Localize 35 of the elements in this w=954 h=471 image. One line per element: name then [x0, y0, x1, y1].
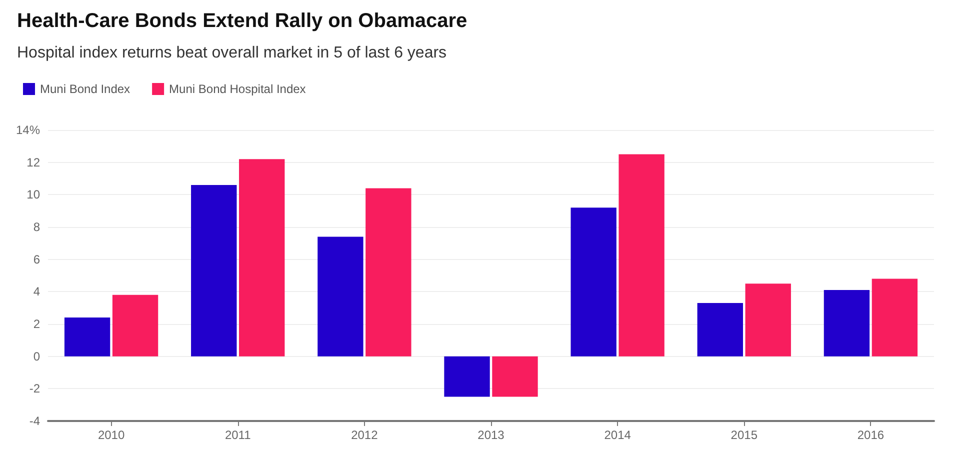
- bar: [444, 356, 490, 397]
- legend-label: Muni Bond Hospital Index: [169, 82, 306, 96]
- x-tick-label: 2010: [98, 428, 125, 442]
- x-tick-label: 2013: [478, 428, 505, 442]
- bar: [239, 159, 285, 356]
- bar: [618, 154, 664, 356]
- bar: [697, 302, 743, 356]
- bar: [318, 236, 364, 356]
- y-tick-label: 6: [33, 252, 40, 266]
- x-tick-label: 2014: [604, 428, 632, 442]
- y-tick-label: 4: [33, 284, 40, 299]
- bar: [745, 284, 791, 356]
- x-tick-label: 2011: [224, 428, 252, 442]
- chart-subtitle: Hospital index returns beat overall market in 5 of last 6 years: [17, 44, 447, 62]
- x-tick-label: 2016: [857, 428, 884, 442]
- bar: [112, 294, 158, 356]
- bar: [64, 318, 110, 356]
- bar: [492, 356, 538, 397]
- y-tick-label: 10: [26, 188, 40, 202]
- y-tick-label: -4: [29, 414, 40, 428]
- bar: [570, 208, 616, 356]
- bar: [191, 184, 237, 356]
- chart-title: Health-Care Bonds Extend Rally on Obamacare: [17, 10, 468, 32]
- y-tick-label: 8: [33, 220, 40, 234]
- legend-label: Muni Bond Index: [40, 82, 130, 96]
- y-tick-label: -2: [29, 382, 40, 396]
- y-tick-label: 0: [33, 349, 40, 364]
- y-tick-label: 12: [26, 155, 40, 170]
- bar: [824, 290, 870, 356]
- bar: [366, 188, 412, 356]
- x-tick-label: 2015: [730, 428, 758, 442]
- x-tick-label: 2012: [351, 428, 378, 442]
- y-tick-label: 2: [33, 317, 40, 331]
- y-tick-label: 14%: [16, 123, 40, 137]
- bar: [872, 278, 918, 356]
